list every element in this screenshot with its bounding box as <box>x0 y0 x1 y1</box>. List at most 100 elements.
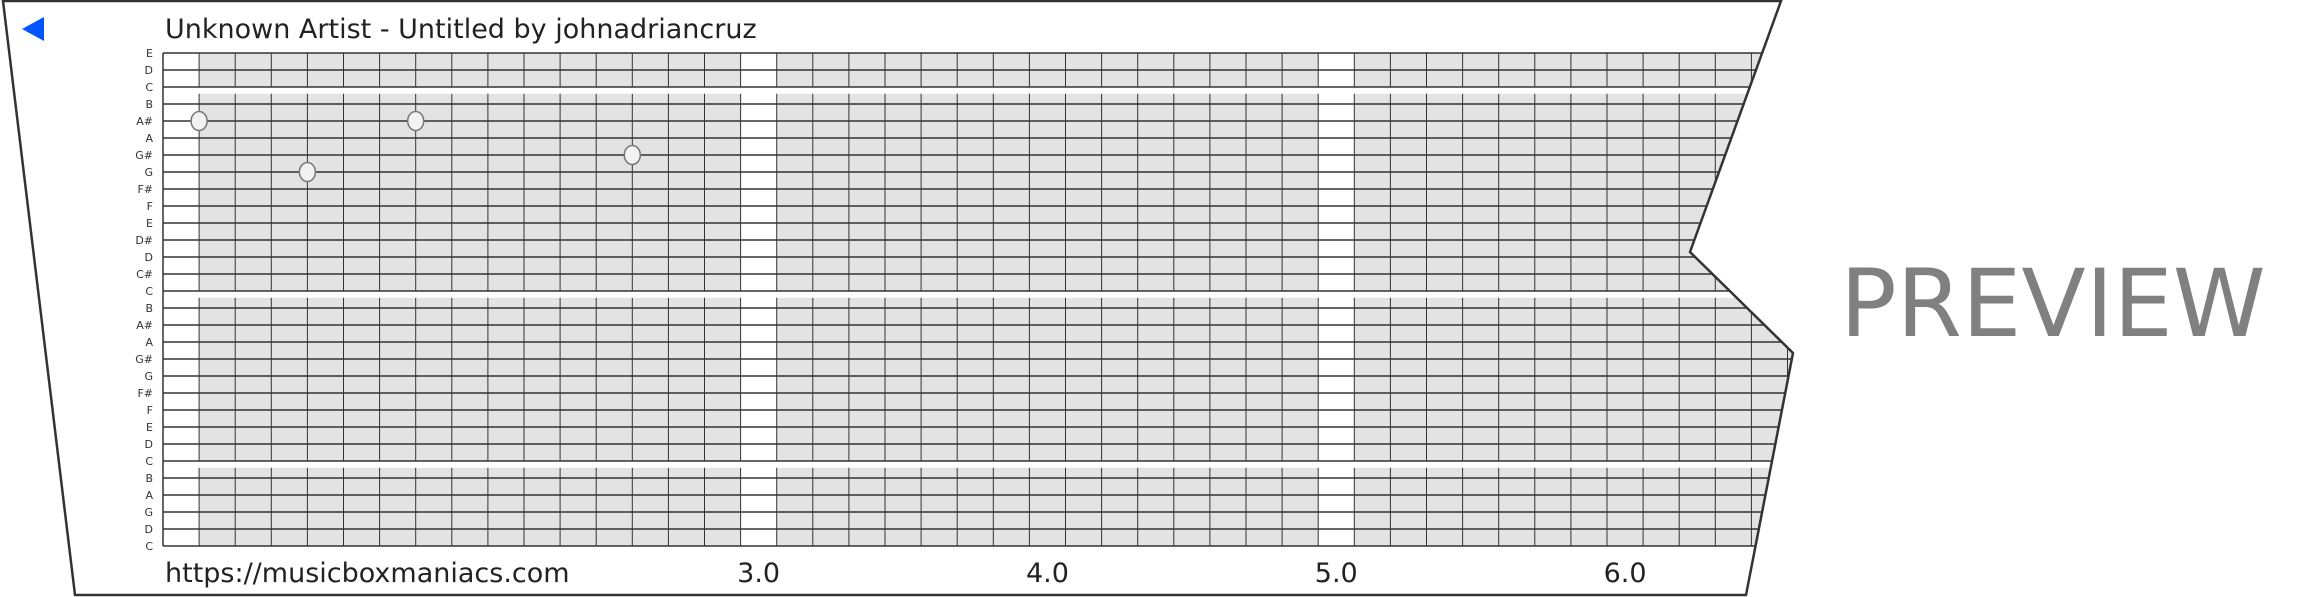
grid-cell[interactable] <box>632 138 669 155</box>
grid-cell[interactable] <box>560 189 597 206</box>
grid-cell[interactable] <box>668 138 705 155</box>
grid-cell[interactable] <box>1246 342 1283 359</box>
grid-cell[interactable] <box>885 478 922 495</box>
grid-cell[interactable] <box>1751 342 1788 359</box>
grid-cell[interactable] <box>1570 189 1607 206</box>
grid-cell[interactable] <box>957 53 994 70</box>
grid-cell[interactable] <box>776 172 813 189</box>
grid-cell[interactable] <box>343 376 380 393</box>
grid-cell[interactable] <box>1715 104 1752 121</box>
grid-cell[interactable] <box>307 325 344 342</box>
grid-cell[interactable] <box>1643 495 1680 512</box>
grid-cell[interactable] <box>1787 512 1824 529</box>
grid-cell[interactable] <box>1390 206 1427 223</box>
grid-cell[interactable] <box>1246 189 1283 206</box>
grid-cell[interactable] <box>1570 376 1607 393</box>
grid-cell[interactable] <box>235 189 272 206</box>
grid-cell[interactable] <box>776 138 813 155</box>
grid-cell[interactable] <box>1787 376 1824 393</box>
grid-cell[interactable] <box>560 359 597 376</box>
grid-cell[interactable] <box>632 189 669 206</box>
grid-cell[interactable] <box>993 478 1030 495</box>
grid-cell[interactable] <box>1498 427 1535 444</box>
grid-cell[interactable] <box>848 444 885 461</box>
grid-cell[interactable] <box>1173 297 1210 308</box>
grid-cell[interactable] <box>271 342 308 359</box>
grid-cell[interactable] <box>1534 297 1571 308</box>
grid-cell[interactable] <box>596 444 633 461</box>
grid-cell[interactable] <box>1679 189 1716 206</box>
grid-cell[interactable] <box>524 427 561 444</box>
grid-cell[interactable] <box>1209 138 1246 155</box>
grid-cell[interactable] <box>1390 376 1427 393</box>
grid-cell[interactable] <box>1607 189 1644 206</box>
grid-cell[interactable] <box>596 206 633 223</box>
grid-cell[interactable] <box>704 376 741 393</box>
grid-cell[interactable] <box>1101 393 1138 410</box>
grid-cell[interactable] <box>1209 70 1246 87</box>
grid-cell[interactable] <box>1137 308 1174 325</box>
grid-cell[interactable] <box>1354 512 1391 529</box>
grid-cell[interactable] <box>451 342 488 359</box>
grid-cell[interactable] <box>848 53 885 70</box>
grid-cell[interactable] <box>921 478 958 495</box>
grid-cell[interactable] <box>1246 512 1283 529</box>
grid-cell[interactable] <box>848 467 885 478</box>
grid-cell[interactable] <box>235 274 272 291</box>
grid-cell[interactable] <box>921 274 958 291</box>
grid-cell[interactable] <box>271 467 308 478</box>
grid-cell[interactable] <box>1751 512 1788 529</box>
grid-cell[interactable] <box>1462 104 1499 121</box>
grid-cell[interactable] <box>1282 70 1319 87</box>
grid-cell[interactable] <box>1787 172 1824 189</box>
grid-cell[interactable] <box>957 155 994 172</box>
grid-cell[interactable] <box>235 467 272 478</box>
grid-cell[interactable] <box>1390 53 1427 70</box>
grid-cell[interactable] <box>343 155 380 172</box>
grid-cell[interactable] <box>1498 297 1535 308</box>
grid-cell[interactable] <box>307 93 344 104</box>
grid-cell[interactable] <box>812 104 849 121</box>
grid-cell[interactable] <box>451 121 488 138</box>
grid-cell[interactable] <box>1462 257 1499 274</box>
grid-cell[interactable] <box>812 93 849 104</box>
grid-cell[interactable] <box>848 223 885 240</box>
grid-cell[interactable] <box>415 393 452 410</box>
grid-cell[interactable] <box>524 444 561 461</box>
grid-cell[interactable] <box>1534 240 1571 257</box>
grid-cell[interactable] <box>415 138 452 155</box>
grid-cell[interactable] <box>632 495 669 512</box>
grid-cell[interactable] <box>271 172 308 189</box>
grid-cell[interactable] <box>307 274 344 291</box>
grid-cell[interactable] <box>487 444 524 461</box>
grid-cell[interactable] <box>1209 104 1246 121</box>
grid-cell[interactable] <box>1534 172 1571 189</box>
grid-cell[interactable] <box>957 467 994 478</box>
grid-cell[interactable] <box>812 376 849 393</box>
grid-cell[interactable] <box>1390 359 1427 376</box>
grid-cell[interactable] <box>1679 308 1716 325</box>
grid-cell[interactable] <box>596 325 633 342</box>
grid-cell[interactable] <box>1787 206 1824 223</box>
grid-cell[interactable] <box>415 93 452 104</box>
grid-cell[interactable] <box>451 93 488 104</box>
grid-cell[interactable] <box>1390 223 1427 240</box>
grid-cell[interactable] <box>704 121 741 138</box>
grid-cell[interactable] <box>993 189 1030 206</box>
grid-cell[interactable] <box>848 104 885 121</box>
grid-cell[interactable] <box>668 240 705 257</box>
grid-cell[interactable] <box>668 393 705 410</box>
grid-cell[interactable] <box>632 104 669 121</box>
grid-cell[interactable] <box>1715 53 1752 70</box>
grid-cell[interactable] <box>596 172 633 189</box>
grid-cell[interactable] <box>632 359 669 376</box>
grid-cell[interactable] <box>343 104 380 121</box>
grid-cell[interactable] <box>1643 104 1680 121</box>
grid-cell[interactable] <box>1679 529 1716 546</box>
grid-cell[interactable] <box>776 104 813 121</box>
grid-cell[interactable] <box>560 121 597 138</box>
grid-cell[interactable] <box>1715 172 1752 189</box>
grid-cell[interactable] <box>1715 529 1752 546</box>
grid-cell[interactable] <box>632 427 669 444</box>
grid-cell[interactable] <box>1607 274 1644 291</box>
